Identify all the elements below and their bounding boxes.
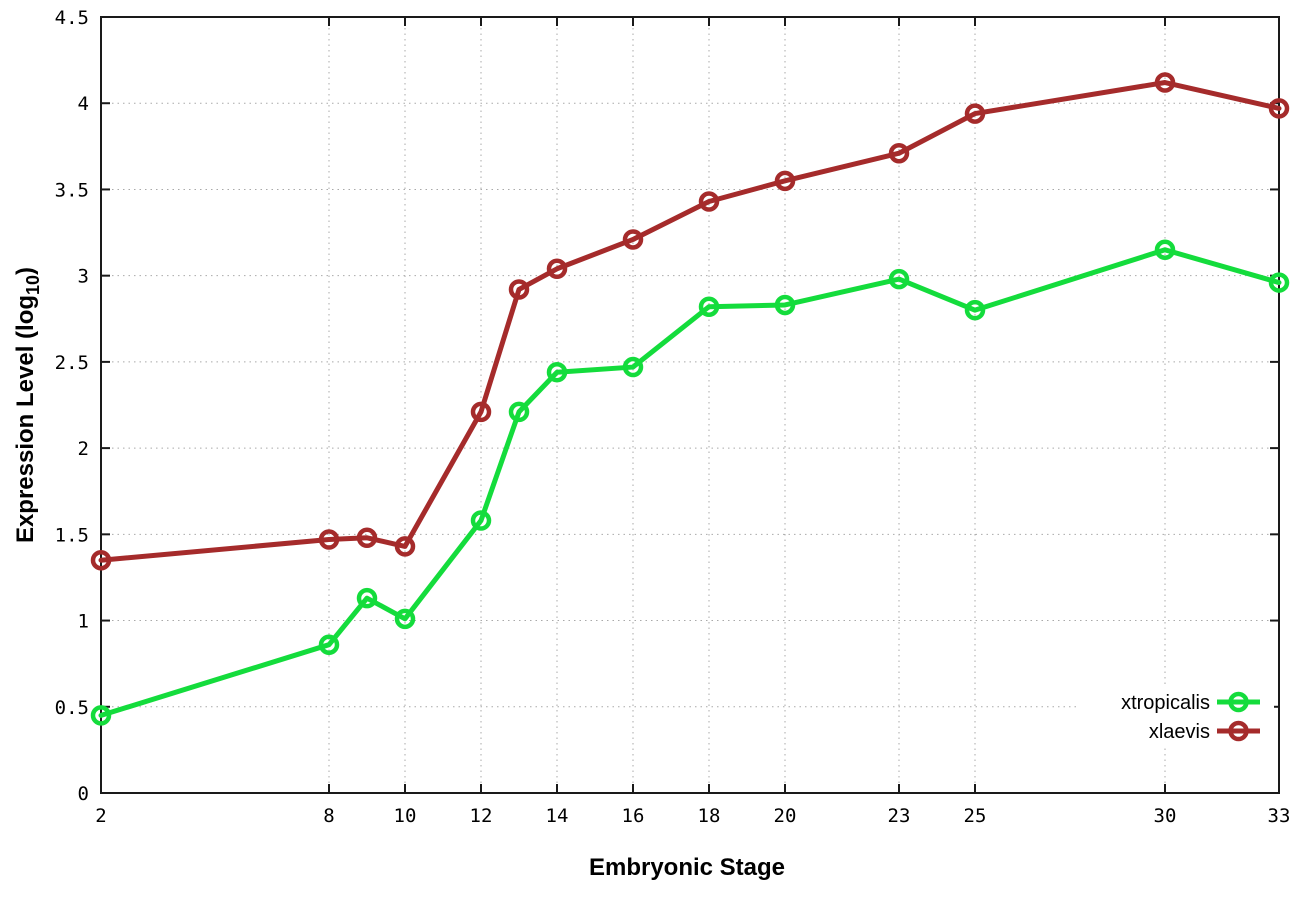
x-tick-label: 18	[698, 805, 721, 827]
data-point-xtropicalis	[508, 401, 530, 423]
data-point-xlaevis	[1154, 72, 1176, 93]
data-point-xtropicalis	[470, 510, 492, 531]
data-point-xlaevis	[394, 536, 416, 557]
y-tick-label: 3.5	[55, 179, 89, 201]
x-tick-label: 16	[622, 805, 645, 827]
data-point-xtropicalis	[356, 587, 378, 609]
data-point-xtropicalis	[622, 356, 644, 378]
y-tick-label: 1	[78, 611, 89, 633]
legend-marker-xtropicalis	[1228, 691, 1249, 713]
x-tick-label: 25	[964, 805, 987, 827]
data-point-xtropicalis	[698, 296, 720, 317]
y-tick-label: 0	[78, 783, 89, 805]
x-axis-title: Embryonic Stage	[589, 854, 785, 881]
data-point-xlaevis	[508, 279, 530, 300]
data-point-xlaevis	[356, 527, 378, 549]
data-point-xtropicalis	[1154, 239, 1176, 261]
x-tick-label: 10	[394, 805, 417, 827]
y-tick-label: 3	[78, 266, 89, 288]
y-tick-label: 2.5	[55, 352, 89, 374]
y-tick-label: 1.5	[55, 524, 89, 546]
y-tick-label: 4	[78, 93, 89, 115]
data-point-xlaevis	[698, 191, 720, 212]
legend-label-xlaevis: xlaevis	[1149, 721, 1210, 743]
data-point-xtropicalis	[394, 608, 416, 630]
data-point-xlaevis	[1268, 98, 1290, 119]
data-point-xlaevis	[318, 529, 340, 550]
data-point-xlaevis	[964, 103, 986, 124]
data-point-xtropicalis	[1268, 272, 1290, 293]
data-point-xlaevis	[622, 229, 644, 250]
x-tick-label: 12	[470, 805, 493, 827]
legend-label-xtropicalis: xtropicalis	[1121, 692, 1210, 714]
data-point-xtropicalis	[964, 299, 986, 321]
x-tick-label: 8	[323, 805, 334, 827]
data-point-xlaevis	[90, 549, 112, 571]
x-tick-label: 23	[888, 805, 911, 827]
legend-marker-xlaevis	[1228, 720, 1249, 742]
plot-border	[100, 16, 1280, 794]
x-tick-label: 33	[1268, 805, 1291, 827]
x-tick-label: 2	[95, 805, 106, 827]
data-point-xlaevis	[546, 258, 568, 280]
y-axis-title: Expression Level (log10)	[12, 267, 43, 543]
data-point-xtropicalis	[888, 268, 910, 290]
data-point-xtropicalis	[774, 294, 796, 316]
x-tick-label: 30	[1154, 805, 1177, 827]
data-point-xlaevis	[888, 142, 910, 164]
x-tick-label: 14	[546, 805, 569, 827]
y-tick-label: 4.5	[55, 7, 89, 29]
data-point-xlaevis	[470, 401, 492, 423]
data-point-xlaevis	[774, 170, 796, 192]
data-point-xtropicalis	[546, 361, 568, 383]
data-point-xtropicalis	[318, 634, 340, 655]
y-tick-label: 2	[78, 438, 89, 460]
x-tick-label: 20	[774, 805, 797, 827]
data-point-xtropicalis	[90, 705, 112, 726]
y-tick-label: 0.5	[55, 697, 89, 719]
